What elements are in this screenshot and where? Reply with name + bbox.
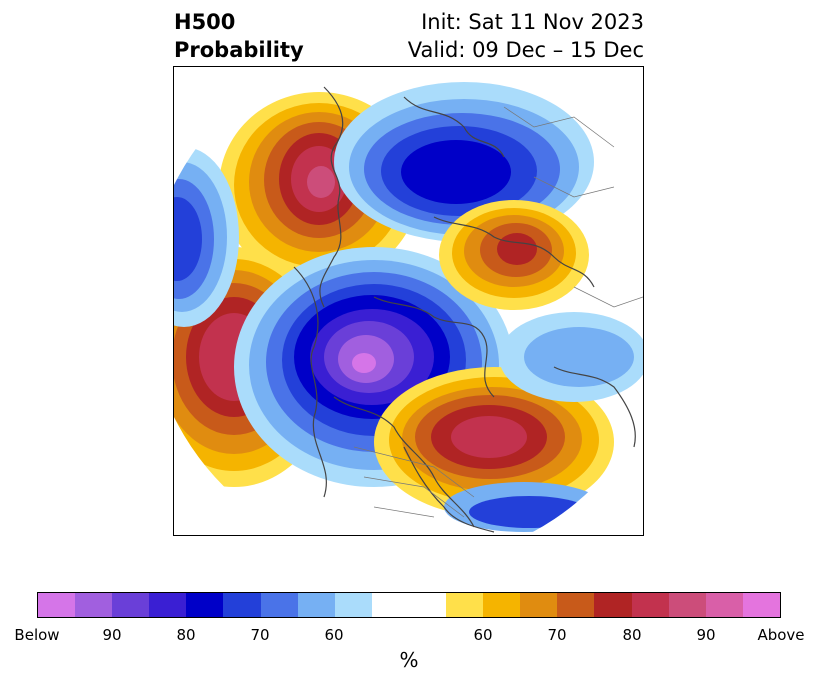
colorbar-segment xyxy=(742,593,780,617)
colorbar-tick-label: 60 xyxy=(324,626,344,644)
colorbar-segment xyxy=(446,593,484,617)
colorbar-tick-labels: Below 90 80 70 60 60 70 80 90 Above xyxy=(0,626,819,646)
colorbar xyxy=(37,592,781,618)
colorbar-segment xyxy=(408,593,447,617)
init-date: Init: Sat 11 Nov 2023 xyxy=(421,10,644,34)
colorbar-segment xyxy=(38,593,76,617)
colorbar-tick-label: Above xyxy=(757,626,805,644)
colorbar-tick-label: 60 xyxy=(473,626,493,644)
colorbar-segment xyxy=(631,593,669,617)
political-borders xyxy=(353,106,643,518)
title-product: Probability xyxy=(174,38,304,62)
colorbar-segment xyxy=(705,593,743,617)
colorbar-segment xyxy=(260,593,298,617)
colorbar-unit: % xyxy=(399,648,419,672)
anomaly-below-pacific xyxy=(174,147,239,327)
map-canvas xyxy=(174,82,643,533)
anomaly-above-scandinavia xyxy=(439,200,589,310)
anomaly-above-atlantic xyxy=(374,367,614,517)
probability-map xyxy=(173,66,644,536)
colorbar-tick-label: 80 xyxy=(622,626,642,644)
colorbar-segment xyxy=(112,593,150,617)
colorbar-segment xyxy=(483,593,521,617)
valid-dates: Valid: 09 Dec – 15 Dec xyxy=(407,38,644,62)
colorbar-segment xyxy=(334,593,372,617)
map-dates: Init: Sat 11 Nov 2023 Valid: 09 Dec – 15… xyxy=(408,8,644,64)
colorbar-tick-label: 90 xyxy=(102,626,122,644)
colorbar-segment xyxy=(223,593,261,617)
colorbar-segment xyxy=(371,593,409,617)
colorbar-segment xyxy=(297,593,335,617)
colorbar-segment xyxy=(594,593,632,617)
colorbar-segment xyxy=(149,593,187,617)
colorbar-tick-label: 90 xyxy=(696,626,716,644)
colorbar-segment xyxy=(557,593,595,617)
coastlines xyxy=(293,86,636,533)
colorbar-segment xyxy=(520,593,558,617)
colorbar-tick-label: 80 xyxy=(176,626,196,644)
colorbar-tick-label: 70 xyxy=(547,626,567,644)
colorbar-tick-label: 70 xyxy=(250,626,270,644)
colorbar-segment xyxy=(75,593,113,617)
colorbar-segment xyxy=(668,593,706,617)
title-variable: H500 xyxy=(174,10,236,34)
colorbar-segment xyxy=(186,593,224,617)
map-title: H500 Probability xyxy=(174,8,304,64)
colorbar-tick-label: Below xyxy=(14,626,60,644)
